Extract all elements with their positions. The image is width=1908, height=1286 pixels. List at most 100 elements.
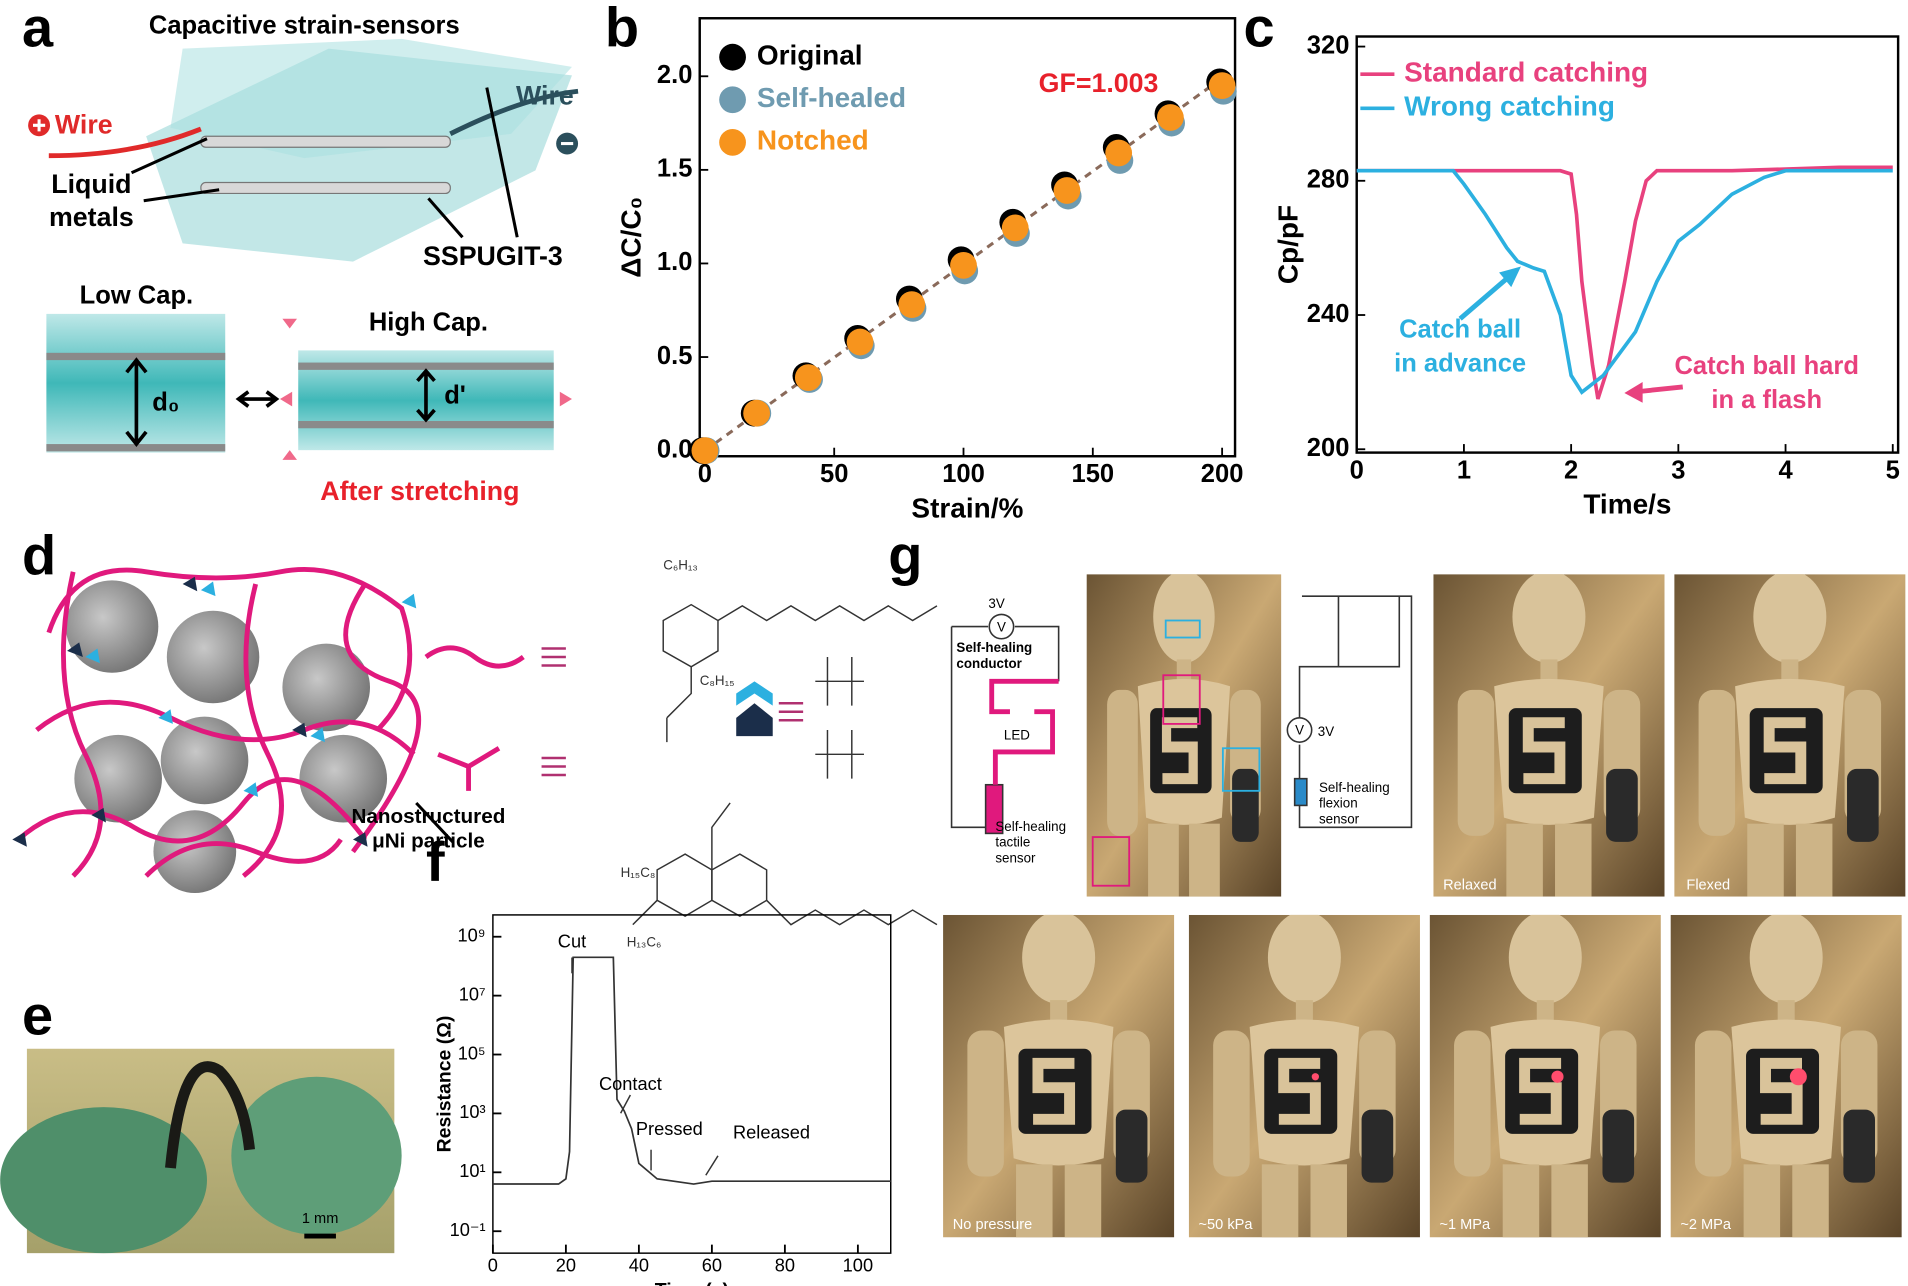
y-axis-label: Cp/pF — [1273, 205, 1304, 284]
arrow — [235, 390, 280, 408]
annotation: GF=1.003 — [1039, 68, 1159, 98]
y-tick-label: 2.0 — [657, 61, 693, 89]
film — [165, 1061, 256, 1169]
label: conductor — [956, 656, 1021, 671]
photo-label: ~1 MPa — [1439, 1217, 1491, 1233]
finger — [0, 1107, 207, 1254]
symbol — [424, 645, 525, 669]
conductor — [989, 678, 1059, 785]
plot-frame — [698, 17, 1237, 458]
stretch-arrows — [279, 318, 572, 460]
metal — [200, 181, 451, 195]
photo-label: Relaxed — [1443, 878, 1497, 894]
label: tactile — [995, 835, 1030, 850]
y-tick-label: 1.0 — [657, 248, 693, 276]
x-tick-label: 150 — [1072, 460, 1115, 488]
y-tick-label: 10⁹ — [457, 925, 485, 946]
arrow — [416, 368, 436, 423]
label: Nanostructured — [351, 805, 505, 828]
y-axis-label: Resistance (Ω) — [434, 1016, 456, 1153]
point — [691, 437, 719, 465]
symbol — [736, 703, 773, 737]
x-tick-label: 80 — [775, 1255, 795, 1276]
y-tick-label: 280 — [1307, 166, 1350, 194]
x-tick-label: 2 — [1564, 457, 1578, 485]
label: sensor — [995, 850, 1036, 865]
legend-label: Original — [757, 40, 863, 71]
x-tick-label: 0 — [698, 460, 712, 488]
label: sensor — [1319, 812, 1360, 827]
point — [1053, 177, 1081, 204]
finger — [231, 1076, 402, 1235]
circuit — [950, 613, 1060, 835]
metal — [200, 135, 451, 148]
plate — [298, 362, 554, 370]
structure — [632, 603, 938, 926]
plate — [46, 444, 226, 452]
highlight — [1164, 619, 1201, 639]
label: μNi particle — [372, 829, 485, 852]
y-tick-label: 10³ — [459, 1101, 485, 1122]
y-tick-label: 200 — [1307, 434, 1350, 462]
point — [846, 328, 874, 356]
panel-label: d — [22, 523, 56, 586]
legend-marker — [719, 86, 746, 114]
circuit — [1286, 595, 1413, 829]
x-tick-label: 100 — [843, 1255, 873, 1276]
photo-label: No pressure — [953, 1217, 1032, 1233]
point — [1105, 139, 1133, 167]
h-bond — [85, 581, 417, 797]
x-tick-label: 40 — [629, 1255, 649, 1276]
highlight — [1221, 747, 1261, 792]
y-tick-label: 0.0 — [657, 435, 693, 463]
label: Low Cap. — [80, 282, 193, 310]
series-line — [492, 956, 891, 1185]
label: Wire — [55, 110, 113, 140]
x-tick-label: 100 — [942, 460, 985, 488]
arrow — [125, 357, 148, 447]
panel-label: b — [605, 0, 639, 58]
annotation: Pressed — [636, 1118, 703, 1139]
label: Liquid — [51, 169, 131, 199]
sheet — [170, 38, 572, 159]
x-tick-label: 50 — [820, 460, 848, 488]
photo-label: Flexed — [1686, 878, 1730, 894]
y-tick-label: 10⁷ — [459, 983, 486, 1004]
x-tick-label: 20 — [556, 1255, 576, 1276]
legend-label: Wrong catching — [1404, 91, 1615, 122]
label: SSPUGIT-3 — [423, 241, 563, 271]
x-tick-label: 0 — [1350, 457, 1364, 485]
plate — [46, 352, 226, 361]
x-tick-label: 60 — [702, 1255, 722, 1276]
x-tick-label: 200 — [1201, 460, 1244, 488]
panel-e: 1 mm — [0, 1048, 402, 1254]
title: Capacitive strain-sensors — [149, 12, 460, 40]
chem-label: H₁₃C₆ — [627, 934, 662, 949]
label: d' — [444, 381, 466, 409]
panel-label: f — [426, 830, 445, 893]
panel-d: Nanostructured μNi particle C₆H₁₃ C₈H₁₅ … — [12, 557, 938, 949]
y-tick-label: 0.5 — [657, 342, 693, 370]
series-line — [1356, 168, 1893, 395]
y-tick-label: 10⁵ — [458, 1042, 486, 1063]
chem-label: C₆H₁₃ — [663, 557, 698, 572]
annotation: Released — [733, 1122, 810, 1143]
annotation: Catch ball — [1399, 316, 1521, 344]
legend-marker — [719, 128, 746, 156]
wire — [449, 88, 579, 137]
annotation: Contact — [599, 1073, 662, 1094]
symbol — [437, 746, 501, 791]
equiv — [541, 647, 804, 777]
y-tick-label: 320 — [1307, 31, 1350, 59]
panel-label: g — [888, 523, 922, 586]
pointer — [415, 801, 454, 843]
photo-label: ~50 kPa — [1199, 1217, 1254, 1233]
plate — [298, 420, 554, 429]
label: Self-healing — [1319, 780, 1390, 795]
annotation-arrows — [1458, 266, 1684, 403]
annotation: in advance — [1394, 350, 1526, 378]
annotation: in a flash — [1711, 386, 1822, 414]
label: metals — [49, 202, 134, 232]
legend-marker — [719, 43, 746, 71]
